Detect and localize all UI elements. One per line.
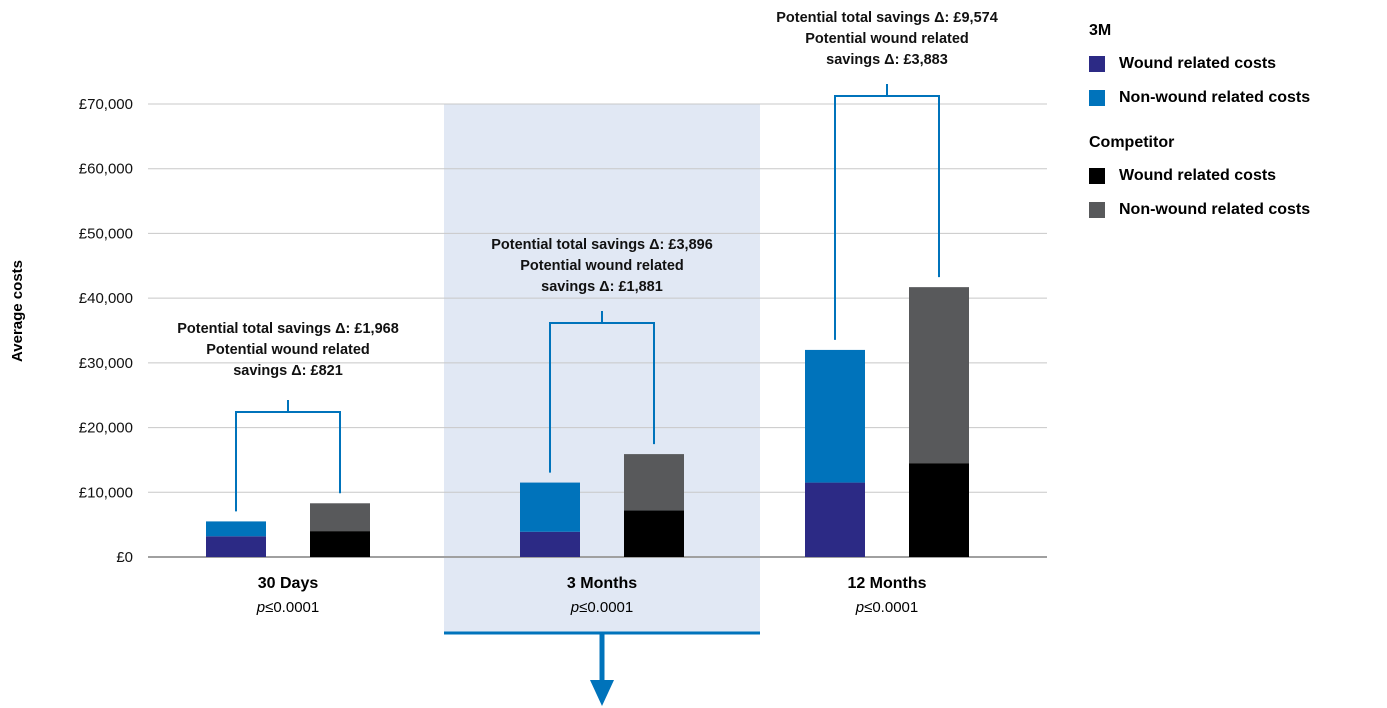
- y-tick-label: £50,000: [79, 225, 133, 242]
- savings-annotation-line2: Potential wound related: [520, 258, 684, 274]
- legend-swatch: [1089, 168, 1105, 184]
- p-value-label: p≤0.0001: [570, 599, 633, 616]
- legend-group-competitor: Competitor Wound related costs Non-wound…: [1089, 134, 1387, 220]
- category-label: 3 Months: [567, 575, 637, 592]
- legend-label: Non-wound related costs: [1119, 201, 1311, 218]
- bar-competitor-wound: [624, 510, 684, 557]
- y-tick-labels: £0 £10,000 £20,000 £30,000 £40,000 £50,000 £60…: [79, 96, 133, 566]
- legend-item-competitor-wound: Wound related costs: [1089, 166, 1387, 186]
- bar-3m-wound: [520, 531, 580, 557]
- category-label: 30 Days: [258, 575, 319, 592]
- legend-item-3m-wound: Wound related costs: [1089, 54, 1387, 74]
- bar-3m-non-wound: [805, 349, 865, 483]
- p-value: ≤0.0001: [265, 599, 319, 616]
- y-tick-label: £60,000: [79, 161, 133, 178]
- p-value: ≤0.0001: [864, 599, 918, 616]
- p-symbol: p: [256, 599, 265, 616]
- bar-3m-non-wound: [520, 482, 580, 532]
- legend-swatch: [1089, 56, 1105, 72]
- legend-group-title: 3M: [1089, 22, 1112, 39]
- p-value-label: p≤0.0001: [256, 599, 319, 616]
- y-tick-label: £40,000: [79, 290, 133, 307]
- p-value-label: p≤0.0001: [855, 599, 918, 616]
- savings-annotation-line1: Potential total savings Δ: £1,968: [177, 321, 399, 337]
- bar-competitor-non-wound: [624, 454, 684, 511]
- savings-annotation-line3: savings Δ: £1,881: [541, 279, 663, 295]
- bar-3m-wound: [805, 482, 865, 557]
- legend-label: Non-wound related costs: [1119, 89, 1311, 106]
- bar-competitor-wound: [909, 463, 969, 557]
- bars: [206, 287, 969, 557]
- savings-annotation-line3: savings Δ: £3,883: [826, 52, 948, 68]
- bar-competitor-non-wound: [310, 503, 370, 532]
- y-tick-label: £10,000: [79, 484, 133, 501]
- category-label: 12 Months: [847, 575, 926, 592]
- y-axis-label: Average costs: [9, 260, 26, 362]
- savings-annotations: Potential total savings Δ: £1,968 Potenti…: [177, 10, 998, 379]
- legend-group-3m: 3M Wound related costs Non-wound related…: [1089, 22, 1387, 108]
- y-tick-label: £30,000: [79, 355, 133, 372]
- bar-competitor-non-wound: [909, 287, 969, 464]
- savings-brackets: [235, 84, 940, 512]
- savings-annotation-line1: Potential total savings Δ: £9,574: [776, 10, 998, 26]
- gridlines: [148, 103, 1047, 558]
- y-tick-label: £70,000: [79, 96, 133, 113]
- p-symbol: p: [570, 599, 579, 616]
- down-arrow-icon: [590, 633, 614, 706]
- legend-item-3m-non-wound: Non-wound related costs: [1089, 88, 1387, 108]
- savings-annotation-line2: Potential wound related: [805, 31, 969, 47]
- legend-swatch: [1089, 202, 1105, 218]
- legend: 3M Wound related costs Non-wound related…: [1089, 22, 1387, 246]
- savings-annotation-line3: savings Δ: £821: [233, 363, 343, 379]
- highlight-band-3-months: [444, 104, 760, 633]
- p-value: ≤0.0001: [579, 599, 633, 616]
- bar-competitor-wound: [310, 531, 370, 557]
- bar-3m-non-wound: [206, 521, 266, 537]
- savings-bracket: [235, 411, 341, 512]
- legend-label: Wound related costs: [1119, 55, 1277, 72]
- savings-annotation-line2: Potential wound related: [206, 342, 370, 358]
- y-tick-label: £0: [116, 549, 133, 566]
- legend-item-competitor-non-wound: Non-wound related costs: [1089, 200, 1387, 220]
- bar-3m-wound: [206, 536, 266, 557]
- y-tick-label: £20,000: [79, 420, 133, 437]
- p-symbol: p: [855, 599, 864, 616]
- legend-swatch: [1089, 90, 1105, 106]
- legend-label: Wound related costs: [1119, 167, 1277, 184]
- savings-annotation-line1: Potential total savings Δ: £3,896: [491, 237, 713, 253]
- legend-group-title: Competitor: [1089, 134, 1175, 151]
